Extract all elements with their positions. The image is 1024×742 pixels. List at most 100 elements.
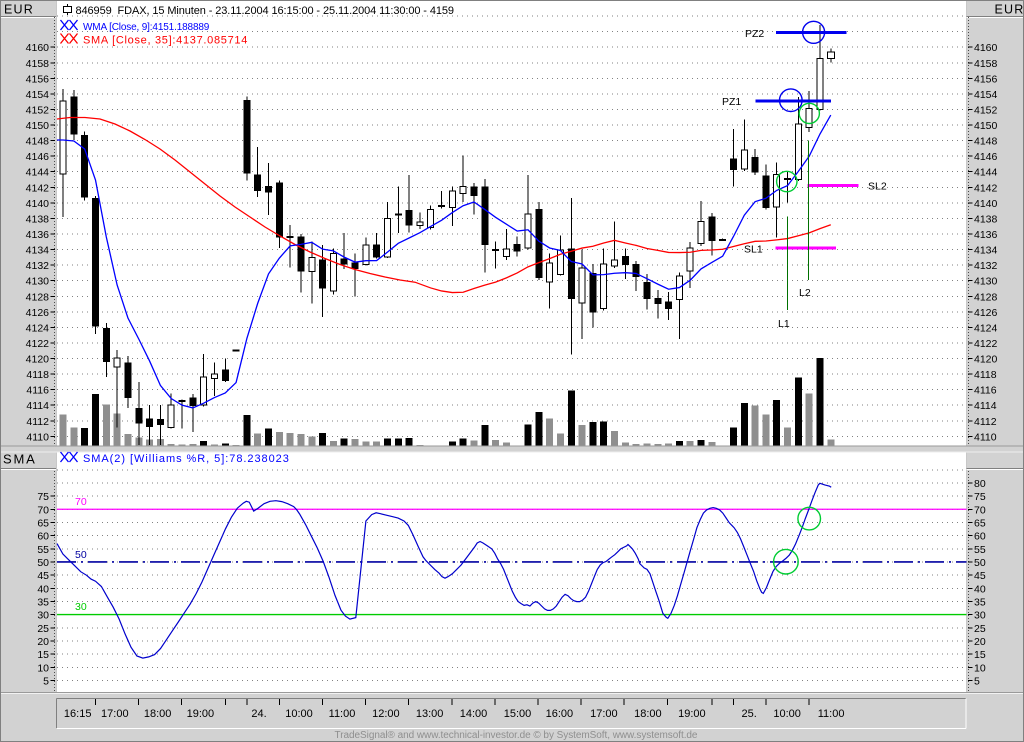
svg-text:4122: 4122 [26, 338, 50, 350]
svg-text:4120: 4120 [26, 354, 50, 366]
svg-text:SL2: SL2 [868, 181, 887, 193]
svg-text:4144: 4144 [26, 167, 50, 179]
svg-text:19:00: 19:00 [678, 708, 706, 720]
svg-text:L2: L2 [799, 287, 811, 299]
svg-text:55: 55 [974, 544, 986, 556]
svg-text:4134: 4134 [974, 245, 998, 257]
svg-text:4146: 4146 [974, 151, 998, 163]
svg-text:10: 10 [37, 662, 49, 674]
svg-text:11:00: 11:00 [329, 708, 356, 720]
svg-text:10: 10 [974, 662, 986, 674]
svg-text:L1: L1 [778, 318, 790, 330]
svg-text:4124: 4124 [26, 322, 50, 334]
svg-text:35: 35 [37, 596, 49, 608]
svg-text:4118: 4118 [974, 369, 997, 381]
svg-text:4110: 4110 [974, 431, 997, 443]
svg-text:4114: 4114 [974, 400, 997, 412]
svg-text:45: 45 [974, 570, 986, 582]
svg-text:45: 45 [37, 570, 49, 582]
svg-text:PZ1: PZ1 [722, 96, 741, 108]
svg-text:4120: 4120 [974, 354, 998, 366]
svg-text:4160: 4160 [26, 42, 50, 54]
svg-text:4148: 4148 [26, 136, 50, 148]
svg-text:4156: 4156 [974, 73, 998, 85]
svg-text:12:00: 12:00 [372, 708, 400, 720]
svg-text:5: 5 [974, 675, 980, 687]
svg-text:4128: 4128 [974, 291, 998, 303]
svg-text:60: 60 [974, 531, 986, 543]
svg-text:4126: 4126 [26, 307, 50, 319]
svg-text:70: 70 [75, 496, 87, 508]
svg-text:EUR: EUR [995, 3, 1024, 17]
svg-text:10:00: 10:00 [773, 708, 801, 720]
svg-text:16:15: 16:15 [64, 708, 92, 720]
svg-text:WMA [Close, 9]:4151.188889: WMA [Close, 9]:4151.188889 [83, 22, 210, 33]
svg-text:4116: 4116 [26, 385, 49, 397]
svg-text:11:00: 11:00 [818, 708, 845, 720]
svg-text:SL1: SL1 [744, 244, 763, 256]
svg-text:4138: 4138 [974, 213, 998, 225]
svg-text:20: 20 [37, 636, 49, 648]
svg-text:4114: 4114 [26, 400, 49, 412]
svg-text:50: 50 [75, 549, 87, 561]
svg-text:4130: 4130 [974, 276, 998, 288]
svg-text:4156: 4156 [26, 73, 50, 85]
svg-text:20: 20 [974, 636, 986, 648]
svg-text:4140: 4140 [974, 198, 998, 210]
svg-text:4142: 4142 [974, 182, 998, 194]
svg-text:4136: 4136 [26, 229, 50, 241]
svg-text:35: 35 [974, 596, 986, 608]
svg-text:4116: 4116 [974, 385, 997, 397]
svg-text:846959 FDAX, 15 Minuten - 23.: 846959 FDAX, 15 Minuten - 23.11.2004 16:… [76, 5, 454, 17]
svg-text:4128: 4128 [26, 291, 50, 303]
svg-text:4126: 4126 [974, 307, 998, 319]
svg-text:4160: 4160 [974, 42, 998, 54]
svg-text:4130: 4130 [26, 276, 50, 288]
svg-text:4112: 4112 [26, 416, 49, 428]
svg-text:4118: 4118 [26, 369, 49, 381]
svg-text:30: 30 [974, 610, 986, 622]
svg-text:25: 25 [37, 623, 49, 635]
svg-text:70: 70 [974, 504, 986, 516]
svg-text:PZ2: PZ2 [745, 28, 764, 40]
svg-text:50: 50 [974, 557, 986, 569]
svg-text:50: 50 [37, 557, 49, 569]
svg-text:4154: 4154 [974, 89, 998, 101]
svg-text:60: 60 [37, 531, 49, 543]
svg-text:17:00: 17:00 [590, 708, 618, 720]
svg-text:4158: 4158 [974, 58, 998, 70]
svg-text:4144: 4144 [974, 167, 998, 179]
svg-text:TradeSignal® and www.technical: TradeSignal® and www.technical-investor.… [335, 730, 698, 741]
svg-text:15:00: 15:00 [504, 708, 532, 720]
svg-text:4134: 4134 [26, 245, 50, 257]
svg-text:4110: 4110 [26, 431, 49, 443]
svg-text:4112: 4112 [974, 416, 997, 428]
svg-text:24.: 24. [251, 708, 266, 720]
svg-text:SMA(2) [Williams %R, 5]:78.238: SMA(2) [Williams %R, 5]:78.238023 [83, 453, 290, 465]
svg-text:4132: 4132 [974, 260, 998, 272]
svg-text:75: 75 [974, 491, 986, 503]
svg-text:40: 40 [37, 583, 49, 595]
svg-text:SMA [Close, 35]:4137.085714: SMA [Close, 35]:4137.085714 [83, 35, 248, 47]
svg-text:75: 75 [37, 491, 49, 503]
svg-text:4150: 4150 [26, 120, 50, 132]
svg-text:40: 40 [974, 583, 986, 595]
svg-text:13:00: 13:00 [416, 708, 444, 720]
svg-text:25.: 25. [742, 708, 757, 720]
svg-text:25: 25 [974, 623, 986, 635]
svg-text:19:00: 19:00 [187, 708, 215, 720]
svg-text:SMA: SMA [3, 452, 37, 467]
svg-text:14:00: 14:00 [460, 708, 488, 720]
svg-text:65: 65 [37, 517, 49, 529]
svg-text:4140: 4140 [26, 198, 50, 210]
svg-text:55: 55 [37, 544, 49, 556]
svg-text:4138: 4138 [26, 213, 50, 225]
svg-text:30: 30 [37, 610, 49, 622]
svg-text:4152: 4152 [26, 104, 50, 116]
svg-text:10:00: 10:00 [285, 708, 313, 720]
svg-text:15: 15 [37, 649, 49, 661]
svg-text:EUR: EUR [4, 3, 34, 17]
svg-text:4148: 4148 [974, 136, 998, 148]
svg-text:4124: 4124 [974, 322, 998, 334]
svg-text:4154: 4154 [26, 89, 50, 101]
